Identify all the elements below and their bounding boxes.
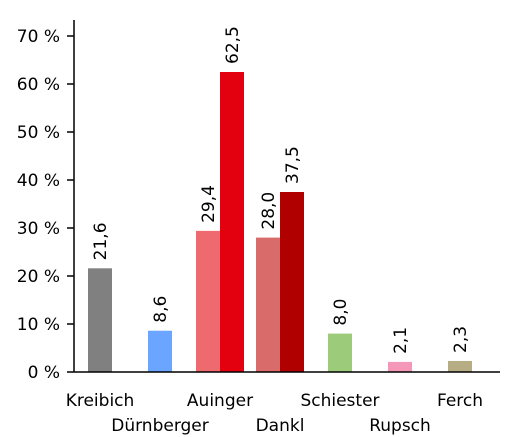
y-tick-label: 40 % — [17, 171, 60, 191]
bars: 21,6 8,6 29,4 62,5 28,037,5 8,0 2,1 2,3 — [88, 26, 472, 372]
bar-auinger-1 — [196, 230, 220, 372]
bar-schiester-1 — [328, 333, 352, 372]
y-tick-label: 0 % — [28, 363, 60, 383]
x-category-label: Auinger — [187, 391, 253, 411]
bar-dankl-1 — [256, 237, 280, 372]
x-category-label: Kreibich — [66, 391, 135, 411]
bar-kreibich-1 — [88, 268, 112, 372]
data-label: 2,1 — [391, 327, 411, 354]
bar-auinger-2 — [220, 72, 244, 372]
y-tick-label: 70 % — [17, 27, 60, 47]
y-tick-label: 30 % — [17, 219, 60, 239]
bar-ferch-1 — [448, 360, 472, 372]
x-category-label: Dürnberger — [111, 416, 209, 436]
data-label: 29,4 — [199, 185, 219, 223]
x-category-label: Ferch — [437, 391, 483, 411]
bar-d-rnberger-1 — [148, 330, 172, 372]
y-tick-label: 60 % — [17, 75, 60, 95]
data-label: 8,0 — [331, 299, 351, 326]
data-label: 37,5 — [283, 146, 303, 184]
bar-rupsch-1 — [388, 361, 412, 372]
bar-dankl-2 — [280, 192, 304, 372]
data-label: 2,3 — [451, 326, 471, 353]
y-tick-label: 10 % — [17, 315, 60, 335]
data-label: 62,5 — [223, 26, 243, 64]
x-category-label: Schiester — [300, 391, 379, 411]
y-tick-label: 20 % — [17, 267, 60, 287]
x-category-label: Rupsch — [369, 416, 431, 436]
data-label: 8,6 — [151, 296, 171, 323]
x-category-label: Dankl — [256, 416, 305, 436]
data-label: 21,6 — [91, 222, 111, 260]
y-axis: 0 % 10 % 20 % 30 % 40 % 50 % 60 % 70 % — [17, 20, 75, 383]
data-label: 28,0 — [259, 192, 279, 230]
y-tick-label: 50 % — [17, 123, 60, 143]
